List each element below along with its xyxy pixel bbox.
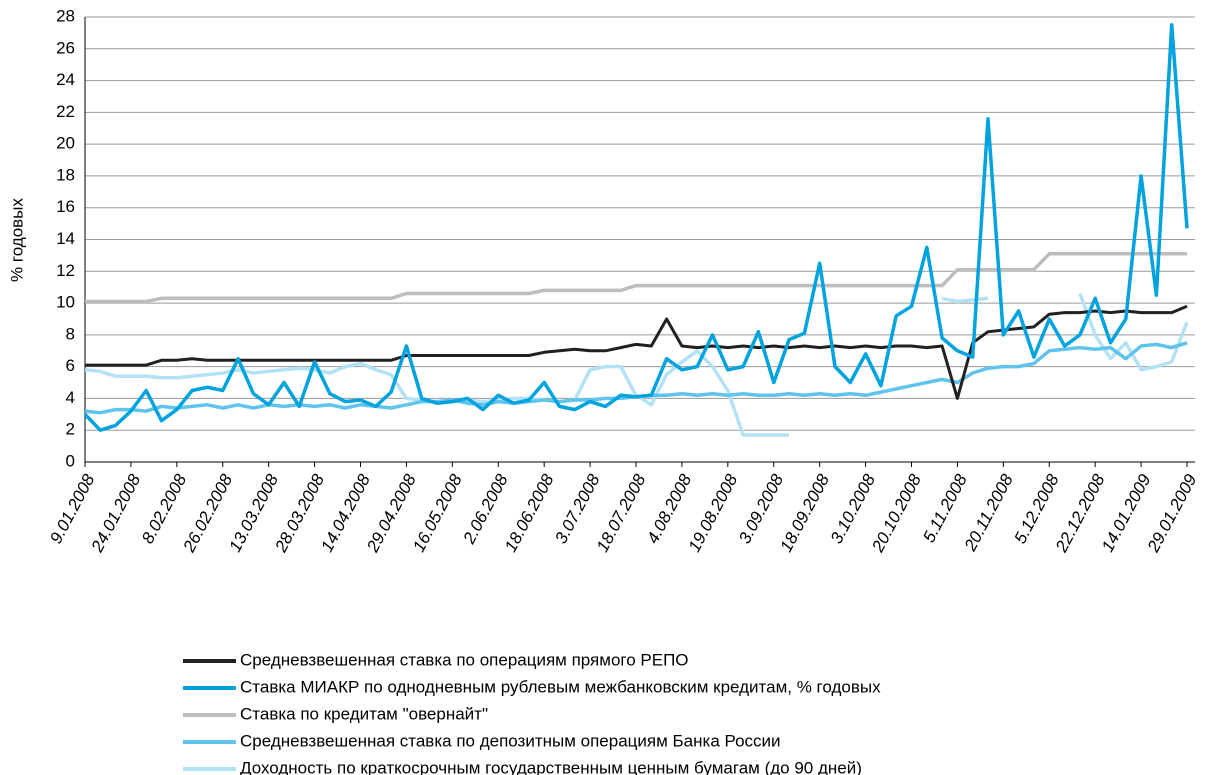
y-tick-label: 8 bbox=[66, 324, 75, 343]
legend-label: Средневзвешенная ставка по депозитным оп… bbox=[240, 731, 781, 750]
y-tick-label: 16 bbox=[56, 197, 75, 216]
x-tick-label: 5.12.2008 bbox=[1010, 471, 1063, 547]
y-tick-label: 14 bbox=[56, 229, 75, 248]
y-tick-label: 22 bbox=[56, 102, 75, 121]
x-tick-label: 9.01.2008 bbox=[46, 471, 99, 547]
legend-label: Ставка по кредитам "овернайт" bbox=[240, 704, 488, 723]
y-tick-label: 6 bbox=[66, 356, 75, 375]
y-axis-label: % годовых bbox=[7, 198, 26, 282]
y-tick-label: 18 bbox=[56, 165, 75, 184]
x-tick-label: 4.08.2008 bbox=[643, 471, 696, 547]
y-tick-label: 4 bbox=[66, 388, 75, 407]
series-line bbox=[84, 341, 1188, 415]
y-tick-label: 12 bbox=[56, 261, 75, 280]
x-tick-label: 8.02.2008 bbox=[138, 471, 191, 547]
x-tick-label: 3.07.2008 bbox=[551, 471, 604, 547]
y-tick-label: 24 bbox=[56, 70, 75, 89]
y-tick-label: 2 bbox=[66, 420, 75, 439]
series-line bbox=[85, 252, 1187, 304]
legend-label: Доходность по краткосрочным государствен… bbox=[240, 758, 862, 775]
x-tick-label: 5.11.2008 bbox=[919, 471, 971, 546]
x-tick-label: 2.06.2008 bbox=[459, 471, 512, 548]
legend-label: Средневзвешенная ставка по операциям пря… bbox=[240, 650, 689, 669]
y-tick-label: 10 bbox=[56, 293, 75, 312]
y-tick-label: 28 bbox=[56, 6, 75, 25]
x-tick-label: 3.09.2008 bbox=[735, 471, 788, 547]
x-tick-label: 3.10.2008 bbox=[827, 471, 880, 547]
series-line bbox=[83, 23, 1189, 432]
y-tick-label: 20 bbox=[56, 134, 75, 153]
y-tick-label: 26 bbox=[56, 38, 75, 57]
legend-label: Ставка МИАКР по однодневным рублевым меж… bbox=[240, 677, 881, 696]
y-tick-label: 0 bbox=[66, 451, 75, 470]
